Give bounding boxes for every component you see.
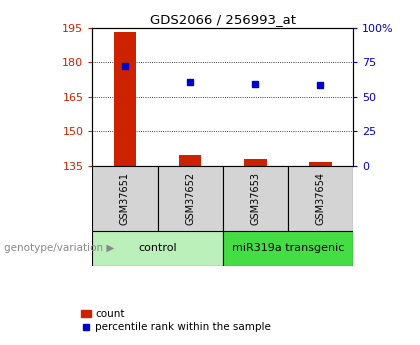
- Text: miR319a transgenic: miR319a transgenic: [231, 244, 344, 253]
- Text: genotype/variation ▶: genotype/variation ▶: [4, 244, 115, 253]
- Legend: count, percentile rank within the sample: count, percentile rank within the sample: [76, 305, 276, 336]
- Bar: [92, 231, 223, 266]
- Text: GSM37651: GSM37651: [120, 172, 130, 225]
- Text: control: control: [138, 244, 177, 253]
- Bar: [158, 166, 223, 231]
- Bar: [309, 162, 332, 166]
- Text: GSM37654: GSM37654: [315, 172, 325, 225]
- Bar: [113, 32, 136, 166]
- Bar: [223, 231, 353, 266]
- Bar: [92, 166, 158, 231]
- Bar: [288, 166, 353, 231]
- Text: GSM37652: GSM37652: [185, 172, 195, 225]
- Title: GDS2066 / 256993_at: GDS2066 / 256993_at: [150, 13, 296, 27]
- Bar: [244, 159, 267, 166]
- Bar: [178, 155, 202, 166]
- Bar: [223, 166, 288, 231]
- Text: GSM37653: GSM37653: [250, 172, 260, 225]
